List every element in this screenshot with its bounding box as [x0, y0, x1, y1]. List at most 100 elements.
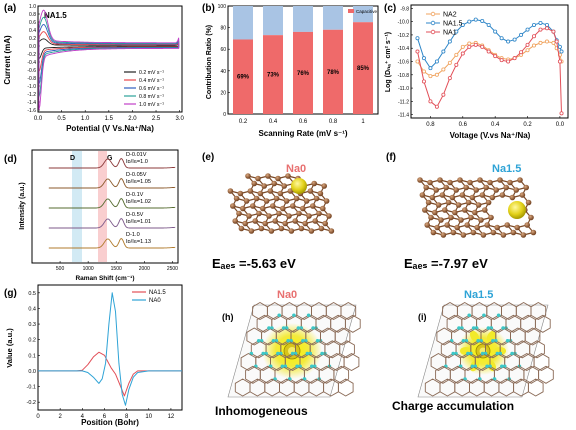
- panel-b-xtick-label: 0.6: [299, 119, 308, 125]
- carbon-atom: [281, 183, 288, 189]
- depletion-spot: [295, 364, 299, 369]
- carbon-atom: [422, 207, 428, 213]
- depletion-spot: [510, 351, 514, 356]
- panel-a-ytick-label: 0.2: [29, 36, 36, 42]
- carbon-atom: [473, 187, 480, 193]
- panel-c-legend-label: NA1.5: [443, 21, 463, 28]
- panel-a-frame: [37, 5, 183, 113]
- carbon-atom: [275, 175, 281, 182]
- panel-c-ytick-label: -10.4: [398, 46, 410, 52]
- carbon-atom: [439, 192, 446, 198]
- carbon-atom: [434, 224, 441, 231]
- carbon-atom: [443, 184, 450, 191]
- panel-b-ytick-label: 0: [223, 112, 226, 118]
- carbon-atom: [477, 177, 483, 183]
- panel-b-bar-value: 85%: [357, 66, 370, 72]
- panel-c-legend: NA2 NA1.5 NA1: [426, 12, 463, 37]
- panel-a-xtick-label: 0.5: [57, 116, 66, 122]
- panel-b-bar-capacitive: [323, 29, 343, 114]
- carbon-atom: [513, 187, 519, 193]
- panel-i-charge-density-map: [417, 301, 554, 398]
- panel-b-bar-diffusion: [263, 6, 283, 36]
- panel-b-xtick-label: 0.8: [329, 119, 338, 125]
- panel-c-point: [415, 36, 420, 41]
- carbon-atom: [240, 205, 246, 212]
- carbon-atom: [472, 209, 478, 216]
- panel-a-legend-label: 1.0 mV s⁻¹: [139, 102, 164, 108]
- carbon-atom: [256, 210, 262, 217]
- panel-a-ytick-label: 1.0: [29, 4, 36, 10]
- carbon-atom: [285, 173, 291, 179]
- carbon-atom: [287, 188, 294, 194]
- panel-d-xtick-label: 2000: [139, 266, 150, 272]
- panel-a: (a) NA1.5 1.0 0.8 0.6 0.4 0.2 0.0 -0.2 -0.4 -0.6…: [3, 3, 184, 133]
- depletion-spot: [267, 326, 271, 330]
- panel-c-point: [441, 49, 446, 54]
- panel-g-xtick-label: 10: [145, 414, 152, 420]
- panel-d-spectrum-line: [48, 237, 176, 249]
- panel-b-bar-capacitive: [353, 22, 373, 115]
- carbon-atom: [263, 198, 270, 204]
- carbon-atom: [247, 188, 254, 194]
- carbon-atom: [437, 177, 443, 183]
- panel-c-xlabel: Voltage (V.vs Na⁺/Na): [450, 131, 531, 140]
- panel-d-spectrum-name: D-0.01V: [126, 152, 147, 158]
- depletion-spot: [491, 338, 495, 343]
- panel-d-spectrum-name: D-0.05V: [126, 172, 147, 178]
- panel-f-adsorption-energy: Eₐₑₛ =-7.97 eV: [404, 256, 488, 271]
- panel-a-curves: [38, 9, 180, 111]
- carbon-atom: [482, 207, 488, 213]
- carbon-atom: [510, 229, 517, 236]
- depletion-spot: [281, 326, 286, 330]
- depletion-spot: [466, 351, 470, 356]
- panel-b-xtick-label: 1: [361, 119, 365, 125]
- panel-h: (h) Na0 Inhomogeneous: [215, 289, 361, 418]
- panel-g-x-ticks: 0 2 4 6 8 10 12: [36, 408, 175, 420]
- panel-d-spectrum-ratio: Iᴅ/Iɢ=1.0: [126, 159, 148, 165]
- carbon-atom: [283, 198, 290, 204]
- panel-c-point: [473, 42, 478, 47]
- depletion-spot: [495, 351, 500, 356]
- carbon-atom: [435, 202, 442, 208]
- panel-a-cv-curve: [38, 31, 180, 74]
- depletion-spot: [480, 351, 485, 356]
- panel-b-ytick-label: 80: [220, 26, 226, 32]
- carbon-atom: [237, 190, 244, 197]
- carbon-atom: [323, 198, 330, 204]
- panel-a-ytick-label: -0.8: [27, 76, 36, 82]
- panel-a-ytick-label: -0.4: [27, 60, 36, 66]
- panel-a-ytick-label: 0.4: [29, 28, 36, 34]
- panel-c-point: [499, 36, 504, 41]
- panel-c-point: [447, 39, 452, 44]
- carbon-atom: [478, 217, 484, 223]
- panel-c-point: [525, 27, 530, 32]
- panel-c-point: [559, 49, 564, 54]
- depletion-spot: [305, 351, 310, 356]
- panel-g: (g) 0.5 0.4 0.3 0.2 0.1 0.0 -0.1 -0.2 0 2 4 6 8 10 12…: [4, 284, 183, 427]
- panel-a-label: (a): [4, 3, 16, 14]
- panel-d-spectrum-line: [48, 157, 176, 169]
- hexagon-ring: [334, 327, 351, 346]
- panel-c-point: [460, 51, 465, 56]
- panel-c-point: [467, 44, 472, 49]
- panel-e-na-atom: [291, 178, 307, 194]
- carbon-atom: [428, 214, 434, 221]
- hexagon-ring: [529, 340, 545, 359]
- panel-g-series-line: [38, 292, 182, 406]
- panel-f-na-atom: [508, 201, 526, 219]
- panel-c-point: [467, 19, 472, 24]
- carbon-atom: [440, 232, 447, 238]
- panel-f-label: (f): [386, 152, 396, 163]
- panel-c-xtick-label: 0.6: [459, 122, 468, 128]
- panel-c-point: [506, 39, 511, 44]
- carbon-atom: [419, 192, 426, 198]
- panel-a-ytick-label: -0.6: [27, 68, 36, 74]
- hexagon-ring: [524, 327, 541, 346]
- hexagon-ring: [343, 352, 360, 372]
- carbon-atom: [520, 232, 527, 238]
- panel-b-bar-diffusion: [353, 6, 373, 23]
- panel-g-ytick-label: 0.2: [28, 338, 36, 344]
- panel-b-bar-capacitive: [233, 39, 253, 115]
